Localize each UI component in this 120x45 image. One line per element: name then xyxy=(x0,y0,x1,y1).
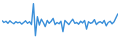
line xyxy=(2,4,118,36)
chart xyxy=(0,0,120,45)
plot-area xyxy=(2,4,118,36)
